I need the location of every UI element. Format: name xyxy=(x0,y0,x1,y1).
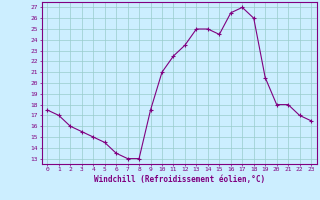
X-axis label: Windchill (Refroidissement éolien,°C): Windchill (Refroidissement éolien,°C) xyxy=(94,175,265,184)
